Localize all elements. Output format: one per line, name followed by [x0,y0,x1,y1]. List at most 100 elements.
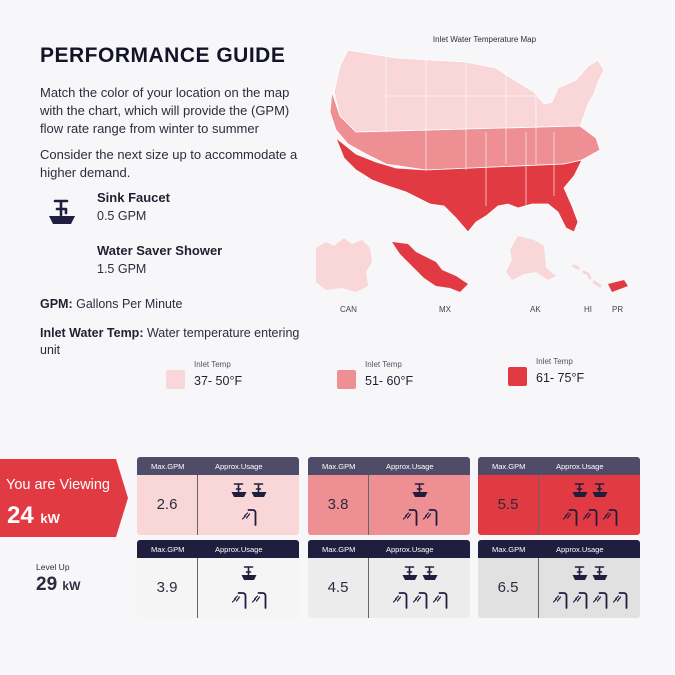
inset-label-ak: AK [530,305,541,314]
map-region-warm [335,136,583,233]
card-usage-icons [552,566,628,609]
card-header-usage: Approx.Usage [386,462,434,471]
shower-icon [402,509,418,526]
fixture-gpm: 0.5 GPM [97,209,147,223]
usage-card: Max.GPM Approx.Usage 5.5 [478,457,640,535]
shower-icon [432,592,448,609]
shower-icon [422,509,438,526]
card-header-gpm: Max.GPM [151,462,185,471]
map-insets [316,236,628,292]
inset-label-can: CAN [340,305,357,314]
sink-faucet-icon [572,566,588,580]
usage-card: Max.GPM Approx.Usage 3.9 [137,540,299,618]
card-max-gpm: 3.8 [327,496,349,513]
definition-text: Gallons Per Minute [72,297,183,311]
legend-label: Inlet Temp [365,360,402,369]
shower-icon [392,592,408,609]
shower-icon [582,509,598,526]
card-divider [197,558,198,618]
card-body: 4.5 [308,558,470,618]
map-title: Inlet Water Temperature Map [432,35,537,44]
sink-faucet-icon [592,566,608,580]
card-header-usage: Approx.Usage [386,545,434,554]
legend-value: 37- 50°F [194,374,243,388]
card-header: Max.GPM Approx.Usage [308,540,470,558]
card-header: Max.GPM Approx.Usage [478,457,640,475]
card-usage-icons [392,566,448,609]
hawaii-shape [572,264,602,288]
card-divider [538,558,539,618]
sink-faucet-icon [402,566,418,580]
card-max-gpm: 2.6 [156,496,178,513]
legend-value: 61- 75°F [536,371,585,385]
card-usage-icons [562,483,618,526]
sink-faucet-icon [49,199,75,224]
usage-card: Max.GPM Approx.Usage 3.8 [308,457,470,535]
definition-text: Water temperature entering unit [40,326,300,357]
shower-icon [251,592,267,609]
card-header-gpm: Max.GPM [151,545,185,554]
card-body: 3.8 [308,475,470,535]
current-kw: 24 kW [7,502,60,530]
shower-icon [412,592,428,609]
inset-label-mx: MX [439,305,451,314]
card-max-gpm: 6.5 [497,579,519,596]
level-up-kw-value: 29 [36,574,58,595]
canada-shape [316,238,372,292]
card-usage-icons [231,566,267,609]
card-max-gpm: 3.9 [156,579,178,596]
card-body: 5.5 [478,475,640,535]
card-header: Max.GPM Approx.Usage [308,457,470,475]
shower-icon [241,509,257,526]
card-divider [368,558,369,618]
legend-swatch [337,370,356,389]
banner-arrow-shape [0,459,128,537]
sink-faucet-icon [592,483,608,497]
current-kw-unit: kW [40,511,60,526]
legend-label: Inlet Temp [194,360,231,369]
card-header-usage: Approx.Usage [215,462,263,471]
card-usage-icons [402,483,438,526]
fixture-name: Sink Faucet [97,190,170,205]
card-header-usage: Approx.Usage [556,545,604,554]
current-kw-value: 24 [7,502,34,529]
mexico-shape [392,242,468,292]
card-body: 2.6 [137,475,299,535]
shower-icon [572,592,588,609]
viewing-label: You are Viewing [6,477,110,493]
card-header-gpm: Max.GPM [322,545,356,554]
card-max-gpm: 4.5 [327,579,349,596]
puerto-rico-shape [608,280,628,292]
card-divider [538,475,539,535]
usage-card: Max.GPM Approx.Usage 2.6 [137,457,299,535]
definition-term: GPM: [40,297,73,311]
inset-label-hi: HI [584,305,592,314]
card-body: 6.5 [478,558,640,618]
shower-icon [612,592,628,609]
usage-card: Max.GPM Approx.Usage 6.5 [478,540,640,618]
sink-faucet-icon [412,483,428,497]
card-header-usage: Approx.Usage [556,462,604,471]
us-temperature-map [329,49,605,233]
card-divider [368,475,369,535]
sink-faucet-icon [241,566,257,580]
shower-icon [552,592,568,609]
current-model-banner: You are Viewing 24 kW [0,459,128,537]
fixture-shower: Water Saver Shower 1.5 GPM [40,243,300,283]
card-usage-icons [231,483,267,526]
card-header-usage: Approx.Usage [215,545,263,554]
shower-icon [592,592,608,609]
sink-faucet-icon [422,566,438,580]
card-header-gpm: Max.GPM [492,545,526,554]
alaska-shape [506,236,556,280]
fixture-gpm: 1.5 GPM [97,262,147,276]
definition-gpm: GPM: Gallons Per Minute [40,296,320,313]
map-region-cold [333,49,605,133]
card-header: Max.GPM Approx.Usage [137,540,299,558]
card-header: Max.GPM Approx.Usage [137,457,299,475]
legend-label: Inlet Temp [536,357,573,366]
size-up-note: Consider the next size up to accommodate… [40,147,298,180]
fixture-sink-faucet: Sink Faucet 0.5 GPM [40,190,300,230]
legend-value: 51- 60°F [365,374,414,388]
legend-swatch [166,370,185,389]
